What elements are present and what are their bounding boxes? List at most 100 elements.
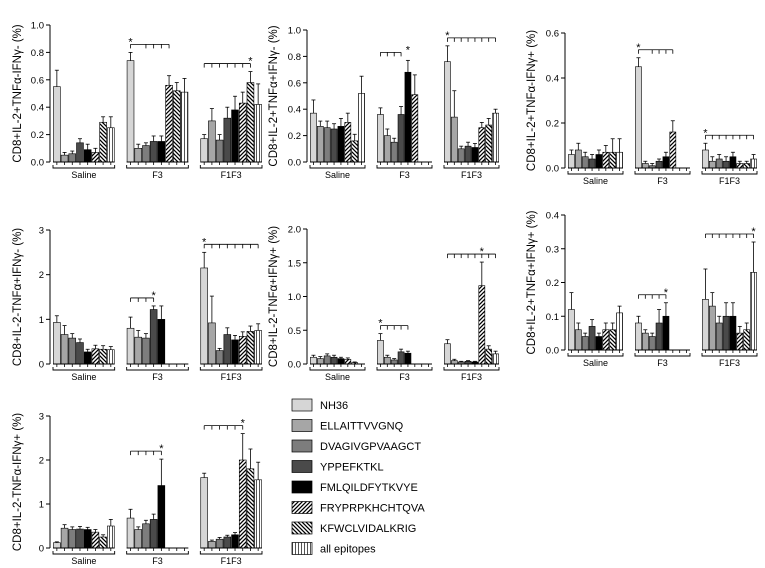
bar-f3-0 <box>126 60 135 163</box>
bar-f3-5 <box>411 94 419 163</box>
group-bracket <box>309 165 366 169</box>
group-label-f3: F3 <box>152 170 163 180</box>
significance-star: * <box>202 236 207 248</box>
legend: NH36 ELLAITTVVGNQ DVAGIVGPVAAGCT YPPEFKTKL F… <box>291 398 425 556</box>
bar-f1f3-5 <box>736 163 744 169</box>
y-tick-label: 2 <box>39 270 44 281</box>
significance-star: * <box>445 30 450 42</box>
chart-panel-5: CD8+IL-2-TNFα+IFNγ+ (%) 0.0 0.5 1.0 1.5 2.0 Sa… <box>268 225 500 382</box>
bar-f1f3-7 <box>254 330 262 365</box>
bar-f1f3-4 <box>231 109 239 163</box>
y-axis-label: CD8+IL-2-TNFα-IFNγ+ (%) <box>12 413 24 551</box>
group-label-f1f3: F1F3 <box>221 372 242 382</box>
bar-saline-0 <box>568 154 575 169</box>
chart-panel-4: CD8+IL-2-TNFα+IFNγ- (%) 0 1 2 3 Saline F3 F1F3 *… <box>12 226 263 382</box>
bar-saline-7 <box>616 312 623 351</box>
bar-saline-0 <box>568 309 575 351</box>
bar-f3-0 <box>126 327 135 365</box>
significance-star: * <box>703 127 708 139</box>
y-tick-label: 0.0 <box>546 346 559 357</box>
bar-f1f3-6 <box>743 329 751 351</box>
bar-f3-2 <box>390 359 398 365</box>
legend-label: YPPEFKTKL <box>320 462 384 474</box>
bar-f3-1 <box>641 163 649 169</box>
y-tick-label: 0.8 <box>31 48 44 59</box>
bar-saline-1 <box>60 334 69 365</box>
bar-f1f3-0 <box>444 343 451 365</box>
bar-saline-5 <box>602 329 610 351</box>
y-axis-label: CD8+IL-2+TNFα-IFNγ- (%) <box>12 24 24 162</box>
chart-panel-2: CD8+IL-2+TNFα+IFNγ- (%) 0.0 0.2 0.4 0.6 0.8 1.… <box>268 25 500 180</box>
legend-label: ELLAITTVVGNQ <box>320 421 404 433</box>
bar-f3-3 <box>655 322 663 351</box>
bar-saline-0 <box>53 322 61 365</box>
bar-f3-4 <box>662 315 670 351</box>
chart-panel-3: CD8+IL-2+TNFα-IFNγ+ (%) 0.0 0.2 0.4 0.6 Salin… <box>526 29 758 186</box>
group-label-f1f3: F1F3 <box>719 176 740 186</box>
y-tick-label: 0.4 <box>31 103 44 114</box>
bar-f3-4 <box>157 319 166 365</box>
significance-star: * <box>128 36 133 48</box>
bar-saline-2 <box>323 127 331 163</box>
bar-saline-4 <box>83 351 92 365</box>
bar-saline-4 <box>83 149 92 163</box>
significance-star: * <box>378 318 383 330</box>
bar-saline-4 <box>337 126 345 163</box>
bar-f1f3-2 <box>715 322 723 351</box>
significance-star: * <box>248 56 253 68</box>
bar-f1f3-5 <box>238 102 247 163</box>
group-bracket <box>126 367 189 371</box>
bar-f1f3-0 <box>702 299 709 351</box>
bar-saline-3 <box>588 326 596 351</box>
group-bracket <box>126 551 189 555</box>
bar-f1f3-3 <box>223 334 232 365</box>
bar-f3-0 <box>126 517 135 549</box>
bar-f3-3 <box>397 351 405 365</box>
y-tick-label: 0.0 <box>288 360 301 371</box>
bar-f1f3-2 <box>457 148 465 163</box>
significance-star: * <box>159 443 164 455</box>
bar-f1f3-1 <box>208 541 216 549</box>
bar-f1f3-3 <box>722 160 730 169</box>
bar-f1f3-5 <box>478 285 486 365</box>
significance-star: * <box>636 42 641 54</box>
bar-saline-2 <box>581 156 589 169</box>
bar-f3-0 <box>635 322 642 351</box>
bar-f1f3-2 <box>215 350 224 365</box>
bar-saline-2 <box>581 336 589 351</box>
group-bracket <box>52 551 116 555</box>
legend-swatch <box>291 439 313 453</box>
group-bracket <box>567 353 624 357</box>
bar-saline-3 <box>330 128 338 163</box>
bar-saline-5 <box>344 122 352 163</box>
bar-saline-2 <box>68 153 77 163</box>
significance-star: * <box>152 290 157 302</box>
bar-f1f3-0 <box>200 267 208 365</box>
bar-f3-0 <box>377 340 384 365</box>
bar-f1f3-0 <box>200 138 208 163</box>
legend-swatch <box>291 521 313 535</box>
bar-saline-5 <box>344 358 352 365</box>
y-tick-label: 0.2 <box>31 130 44 141</box>
y-tick-label: 0.2 <box>546 119 559 130</box>
group-bracket <box>701 171 758 175</box>
bar-saline-5 <box>602 151 610 169</box>
bar-f1f3-7 <box>492 112 499 163</box>
bar-saline-0 <box>310 112 317 163</box>
bar-f1f3-2 <box>715 158 723 169</box>
y-tick-label: 0.5 <box>288 326 301 337</box>
bar-f1f3-6 <box>246 82 255 163</box>
group-label-f1f3: F1F3 <box>719 358 740 368</box>
bar-saline-4 <box>595 336 603 351</box>
bar-f1f3-4 <box>471 147 479 163</box>
bar-f1f3-4 <box>729 315 737 351</box>
bar-saline-6 <box>351 140 359 163</box>
group-label-saline: Saline <box>325 170 350 180</box>
bar-saline-2 <box>68 529 77 549</box>
bar-f1f3-7 <box>254 479 262 549</box>
bar-saline-6 <box>609 329 617 351</box>
group-bracket <box>199 165 263 169</box>
legend-label: FMLQILDFYTKVYE <box>320 482 418 494</box>
bar-saline-0 <box>53 542 61 549</box>
